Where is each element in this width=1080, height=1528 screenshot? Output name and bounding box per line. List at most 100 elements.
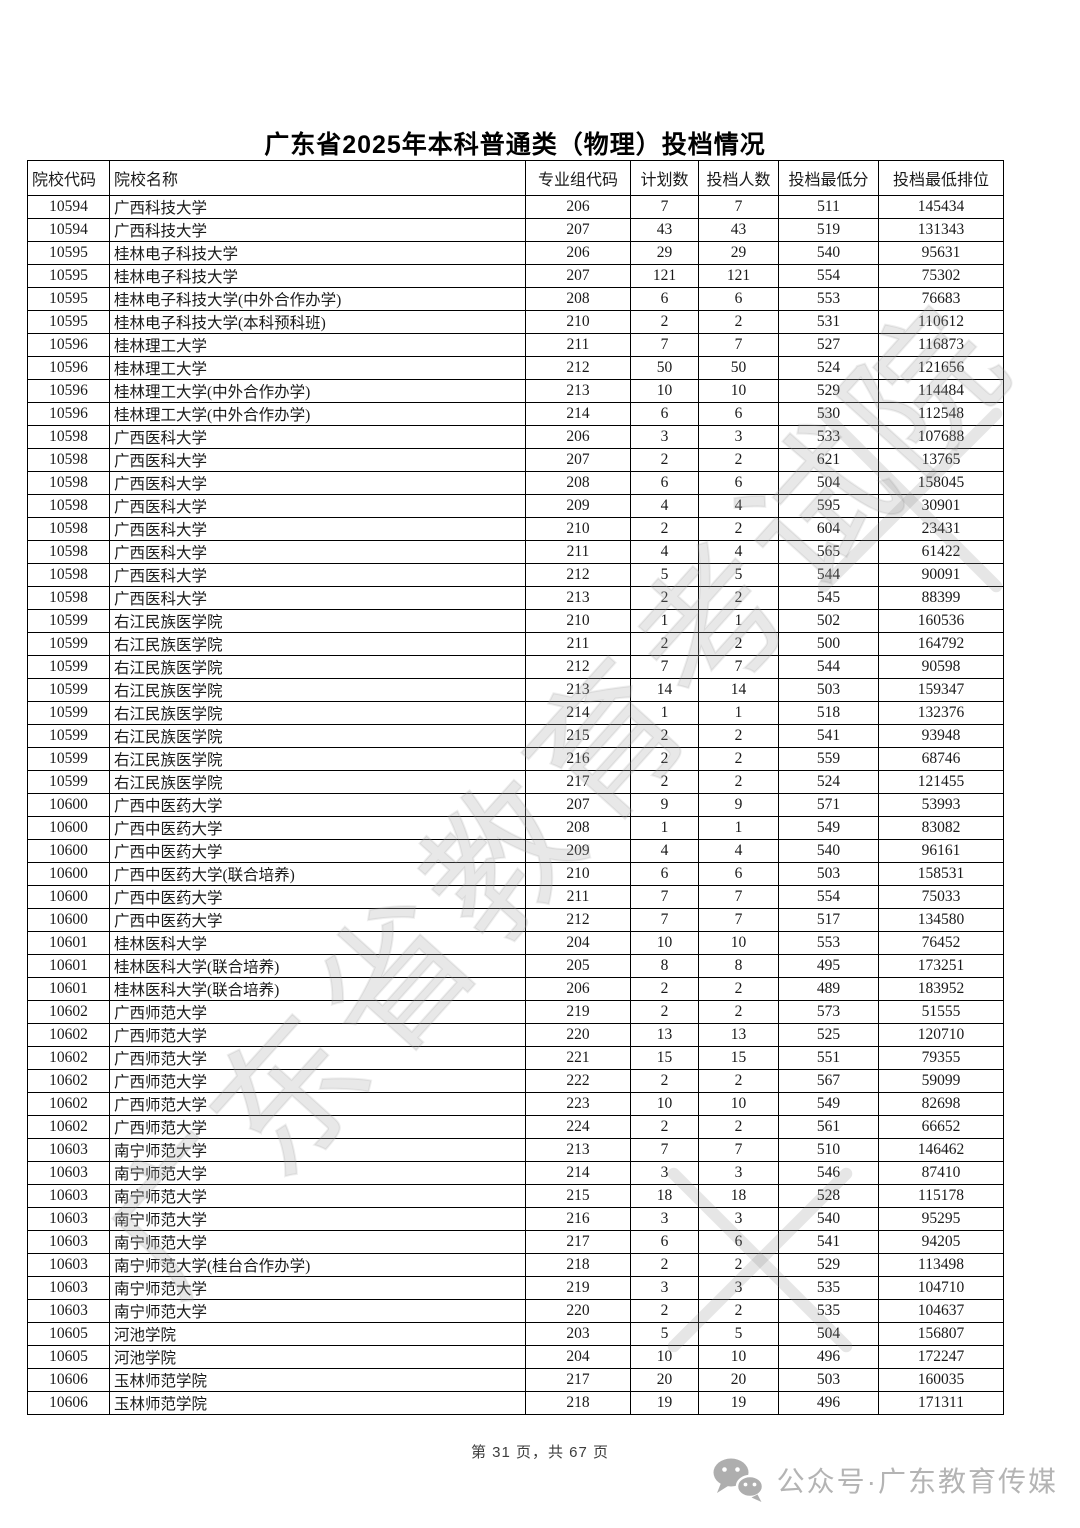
cell-min-rank: 158045: [878, 471, 1004, 495]
cell-major-group-code: 211: [525, 632, 631, 656]
cell-min-rank: 82698: [878, 1092, 1004, 1116]
cell-major-group-code: 219: [525, 1000, 631, 1024]
cell-filed-count: 7: [698, 908, 779, 932]
cell-institution-code: 10598: [27, 586, 110, 610]
cell-min-score: 518: [778, 701, 879, 725]
cell-min-rank: 96161: [878, 839, 1004, 863]
cell-institution-name: 桂林理工大学(中外合作办学): [109, 379, 526, 403]
cell-min-score: 535: [778, 1276, 879, 1300]
cell-plan-count: 10: [630, 1092, 699, 1116]
cell-institution-code: 10596: [27, 333, 110, 357]
cell-institution-code: 10599: [27, 770, 110, 794]
cell-min-rank: 59099: [878, 1069, 1004, 1093]
table-row: 10599 右江民族医学院 217 2 2 524 121455: [27, 770, 1004, 794]
cell-institution-name: 广西医科大学: [109, 471, 526, 495]
cell-filed-count: 121: [698, 264, 779, 288]
cell-filed-count: 20: [698, 1368, 779, 1392]
cell-min-rank: 79355: [878, 1046, 1004, 1070]
cell-min-rank: 120710: [878, 1023, 1004, 1047]
table-row: 10599 右江民族医学院 213 14 14 503 159347: [27, 678, 1004, 702]
cell-min-rank: 93948: [878, 724, 1004, 748]
cell-institution-name: 右江民族医学院: [109, 678, 526, 702]
cell-plan-count: 2: [630, 310, 699, 334]
cell-min-rank: 112548: [878, 402, 1004, 426]
cell-min-score: 495: [778, 954, 879, 978]
cell-filed-count: 5: [698, 563, 779, 587]
cell-institution-name: 广西师范大学: [109, 1069, 526, 1093]
cell-institution-name: 南宁师范大学: [109, 1184, 526, 1208]
table-row: 10598 广西医科大学 206 3 3 533 107688: [27, 425, 1004, 449]
cell-institution-name: 桂林理工大学: [109, 333, 526, 357]
cell-filed-count: 7: [698, 655, 779, 679]
cell-institution-name: 南宁师范大学: [109, 1299, 526, 1323]
cell-filed-count: 7: [698, 195, 779, 219]
table-row: 10598 广西医科大学 207 2 2 621 13765: [27, 448, 1004, 472]
cell-institution-name: 桂林电子科技大学(中外合作办学): [109, 287, 526, 311]
cell-institution-code: 10603: [27, 1138, 110, 1162]
cell-filed-count: 1: [698, 609, 779, 633]
cell-filed-count: 6: [698, 1230, 779, 1254]
table-row: 10602 广西师范大学 223 10 10 549 82698: [27, 1092, 1004, 1116]
cell-filed-count: 3: [698, 425, 779, 449]
cell-filed-count: 2: [698, 1069, 779, 1093]
cell-institution-name: 右江民族医学院: [109, 770, 526, 794]
cell-plan-count: 6: [630, 1230, 699, 1254]
table-row: 10606 玉林师范学院 218 19 19 496 171311: [27, 1391, 1004, 1415]
cell-institution-name: 广西师范大学: [109, 1023, 526, 1047]
table-row: 10599 右江民族医学院 214 1 1 518 132376: [27, 701, 1004, 725]
cell-major-group-code: 207: [525, 793, 631, 817]
table-row: 10603 南宁师范大学 216 3 3 540 95295: [27, 1207, 1004, 1231]
cell-filed-count: 7: [698, 333, 779, 357]
cell-filed-count: 7: [698, 1138, 779, 1162]
cell-min-score: 533: [778, 425, 879, 449]
cell-institution-code: 10603: [27, 1253, 110, 1277]
cell-min-score: 621: [778, 448, 879, 472]
cell-institution-code: 10601: [27, 931, 110, 955]
cell-min-rank: 183952: [878, 977, 1004, 1001]
cell-min-rank: 146462: [878, 1138, 1004, 1162]
cell-major-group-code: 215: [525, 724, 631, 748]
cell-min-score: 541: [778, 724, 879, 748]
cell-min-score: 504: [778, 1322, 879, 1346]
cell-plan-count: 6: [630, 402, 699, 426]
cell-plan-count: 1: [630, 816, 699, 840]
cell-major-group-code: 221: [525, 1046, 631, 1070]
cell-institution-code: 10598: [27, 494, 110, 518]
cell-major-group-code: 213: [525, 678, 631, 702]
cell-filed-count: 14: [698, 678, 779, 702]
cell-institution-name: 广西师范大学: [109, 1046, 526, 1070]
cell-institution-code: 10598: [27, 425, 110, 449]
cell-institution-code: 10598: [27, 517, 110, 541]
cell-min-score: 565: [778, 540, 879, 564]
cell-min-score: 517: [778, 908, 879, 932]
cell-institution-name: 广西师范大学: [109, 1115, 526, 1139]
cell-min-score: 496: [778, 1345, 879, 1369]
cell-min-score: 503: [778, 678, 879, 702]
cell-major-group-code: 206: [525, 425, 631, 449]
page-title: 广东省2025年本科普通类（物理）投档情况: [264, 131, 766, 159]
table-row: 10596 桂林理工大学(中外合作办学) 213 10 10 529 114484: [27, 379, 1004, 403]
cell-institution-name: 右江民族医学院: [109, 724, 526, 748]
cell-plan-count: 7: [630, 885, 699, 909]
table-row: 10599 右江民族医学院 211 2 2 500 164792: [27, 632, 1004, 656]
cell-institution-code: 10602: [27, 1000, 110, 1024]
cell-institution-code: 10595: [27, 310, 110, 334]
cell-institution-code: 10602: [27, 1092, 110, 1116]
cell-institution-name: 桂林医科大学(联合培养): [109, 954, 526, 978]
cell-institution-name: 广西中医药大学: [109, 816, 526, 840]
cell-min-rank: 159347: [878, 678, 1004, 702]
cell-filed-count: 2: [698, 586, 779, 610]
wechat-badge-text: 公众号·广东教育传媒: [776, 1466, 1058, 1497]
cell-major-group-code: 212: [525, 356, 631, 380]
cell-major-group-code: 217: [525, 1230, 631, 1254]
cell-major-group-code: 208: [525, 471, 631, 495]
table-row: 10600 广西中医药大学(联合培养) 210 6 6 503 158531: [27, 862, 1004, 886]
cell-institution-code: 10602: [27, 1069, 110, 1093]
cell-filed-count: 2: [698, 724, 779, 748]
cell-min-rank: 171311: [878, 1391, 1004, 1415]
cell-major-group-code: 203: [525, 1322, 631, 1346]
cell-min-score: 535: [778, 1299, 879, 1323]
cell-min-score: 561: [778, 1115, 879, 1139]
cell-filed-count: 3: [698, 1161, 779, 1185]
table-row: 10598 广西医科大学 210 2 2 604 23431: [27, 517, 1004, 541]
